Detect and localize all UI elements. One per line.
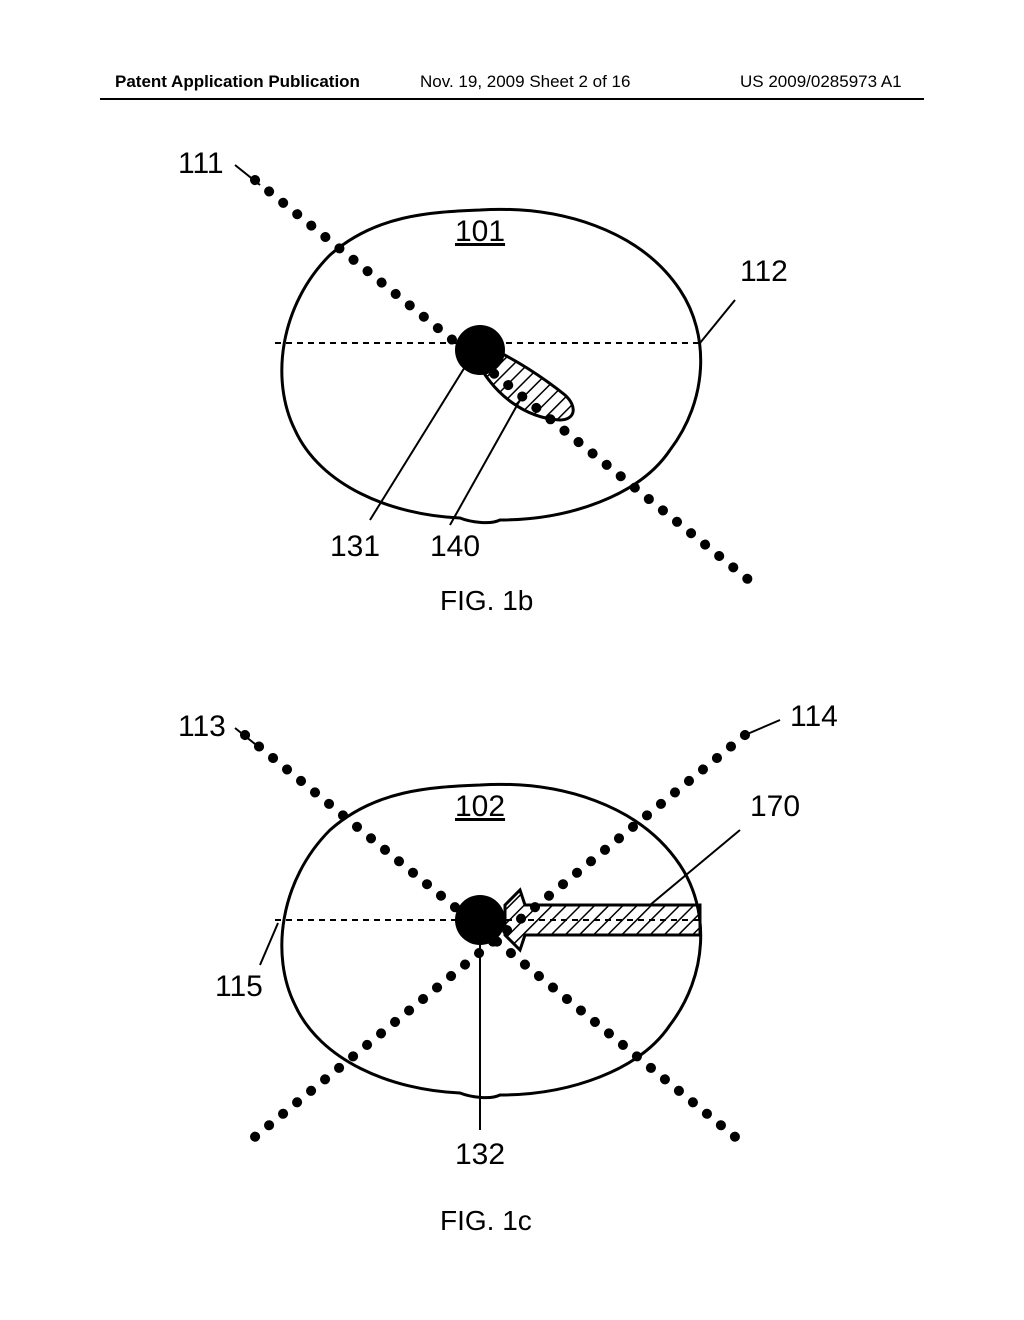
center-dot-132	[455, 895, 505, 945]
label-132: 132	[455, 1138, 505, 1172]
label-113: 113	[178, 710, 226, 744]
label-102: 102	[455, 790, 505, 824]
leadline-115	[260, 923, 278, 965]
label-114: 114	[790, 700, 838, 734]
label-115: 115	[215, 970, 263, 1004]
caption-fig1c: FIG. 1c	[440, 1205, 532, 1237]
figure-1c-svg-main	[0, 0, 1024, 1320]
leadline-114	[745, 720, 780, 735]
label-170: 170	[750, 790, 800, 824]
